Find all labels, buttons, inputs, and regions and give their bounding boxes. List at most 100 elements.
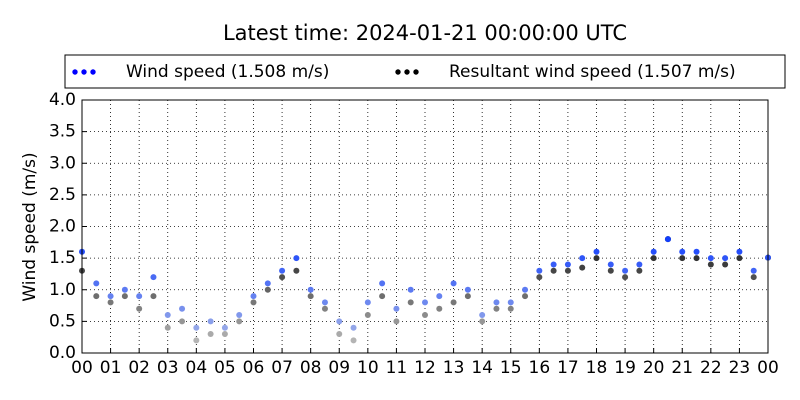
point: [579, 255, 586, 262]
point: [121, 293, 128, 300]
point: [493, 305, 500, 312]
point: [207, 331, 214, 338]
y-tick-label: 3.5: [49, 122, 76, 142]
point: [679, 248, 686, 255]
point: [736, 255, 743, 262]
point: [436, 293, 443, 300]
point: [650, 248, 657, 255]
legend-label: Resultant wind speed (1.507 m/s): [449, 62, 736, 82]
x-tick-label: 03: [157, 358, 179, 378]
x-tick-label: 00: [757, 358, 779, 378]
point: [93, 293, 100, 300]
point: [279, 267, 286, 274]
point: [736, 248, 743, 255]
x-tick-label: 16: [529, 358, 551, 378]
x-tick-label: 10: [357, 358, 379, 378]
point: [536, 274, 543, 281]
y-tick-label: 0.0: [49, 343, 76, 363]
point: [121, 286, 128, 293]
point: [321, 299, 328, 306]
point: [407, 286, 414, 293]
point: [307, 286, 314, 293]
point: [150, 293, 157, 300]
point: [250, 293, 257, 300]
point: [636, 267, 643, 274]
x-tick-label: 15: [500, 358, 522, 378]
point: [679, 255, 686, 262]
x-tick-label: 05: [214, 358, 236, 378]
x-tick-label: 04: [186, 358, 208, 378]
point: [693, 248, 700, 255]
point: [436, 305, 443, 312]
point: [650, 255, 657, 262]
point: [407, 299, 414, 306]
point: [336, 318, 343, 325]
point: [193, 324, 200, 331]
point: [107, 299, 114, 306]
point: [607, 261, 614, 268]
x-tick-label: 18: [586, 358, 608, 378]
x-tick-label: 02: [128, 358, 150, 378]
point: [664, 236, 671, 243]
point: [350, 324, 357, 331]
point: [622, 274, 629, 281]
point: [507, 299, 514, 306]
point: [136, 305, 143, 312]
x-tick-label: 00: [71, 358, 93, 378]
legend-marker: [90, 69, 96, 75]
x-tick-label: 12: [414, 358, 436, 378]
point: [221, 324, 228, 331]
point: [293, 267, 300, 274]
x-tick-label: 01: [100, 358, 122, 378]
point: [93, 280, 100, 287]
point: [536, 267, 543, 274]
point: [279, 274, 286, 281]
point: [607, 267, 614, 274]
x-tick-label: 14: [471, 358, 493, 378]
plot-frame: [81, 99, 769, 354]
legend-marker: [413, 69, 419, 75]
point: [422, 299, 428, 306]
point: [379, 293, 386, 300]
point: [307, 293, 314, 300]
y-axis-label: Wind speed (m/s): [20, 152, 40, 301]
y-tick-label: 4.0: [49, 90, 76, 110]
point: [750, 274, 757, 281]
point: [393, 305, 400, 312]
point: [250, 299, 257, 306]
legend-marker: [72, 69, 78, 75]
x-tick-label: 11: [386, 358, 408, 378]
point: [179, 318, 186, 325]
point: [179, 305, 186, 312]
point: [193, 337, 200, 344]
point: [164, 312, 171, 319]
point: [622, 267, 629, 274]
x-tick-label: 08: [300, 358, 322, 378]
point: [522, 286, 529, 293]
point: [464, 293, 471, 300]
point: [479, 312, 486, 319]
point: [264, 280, 271, 287]
point: [550, 261, 557, 268]
point: [236, 318, 243, 325]
x-tick-label: 22: [700, 358, 722, 378]
legend-marker: [404, 69, 410, 75]
y-tick-label: 2.5: [49, 185, 76, 205]
y-tick-label: 1.5: [49, 248, 76, 268]
y-tick-label: 0.5: [49, 311, 76, 331]
point: [579, 264, 586, 271]
point: [593, 255, 600, 262]
chart-title: Latest time: 2024-01-21 00:00:00 UTC: [223, 21, 627, 45]
point: [107, 293, 114, 300]
point: [693, 255, 700, 262]
point: [707, 255, 714, 262]
point: [350, 337, 357, 344]
point: [564, 267, 571, 274]
point: [293, 255, 300, 262]
point: [150, 274, 157, 281]
point: [507, 305, 514, 312]
x-tick-label: 09: [328, 358, 350, 378]
x-tick-label: 21: [671, 358, 693, 378]
y-tick-label: 3.0: [49, 153, 76, 173]
